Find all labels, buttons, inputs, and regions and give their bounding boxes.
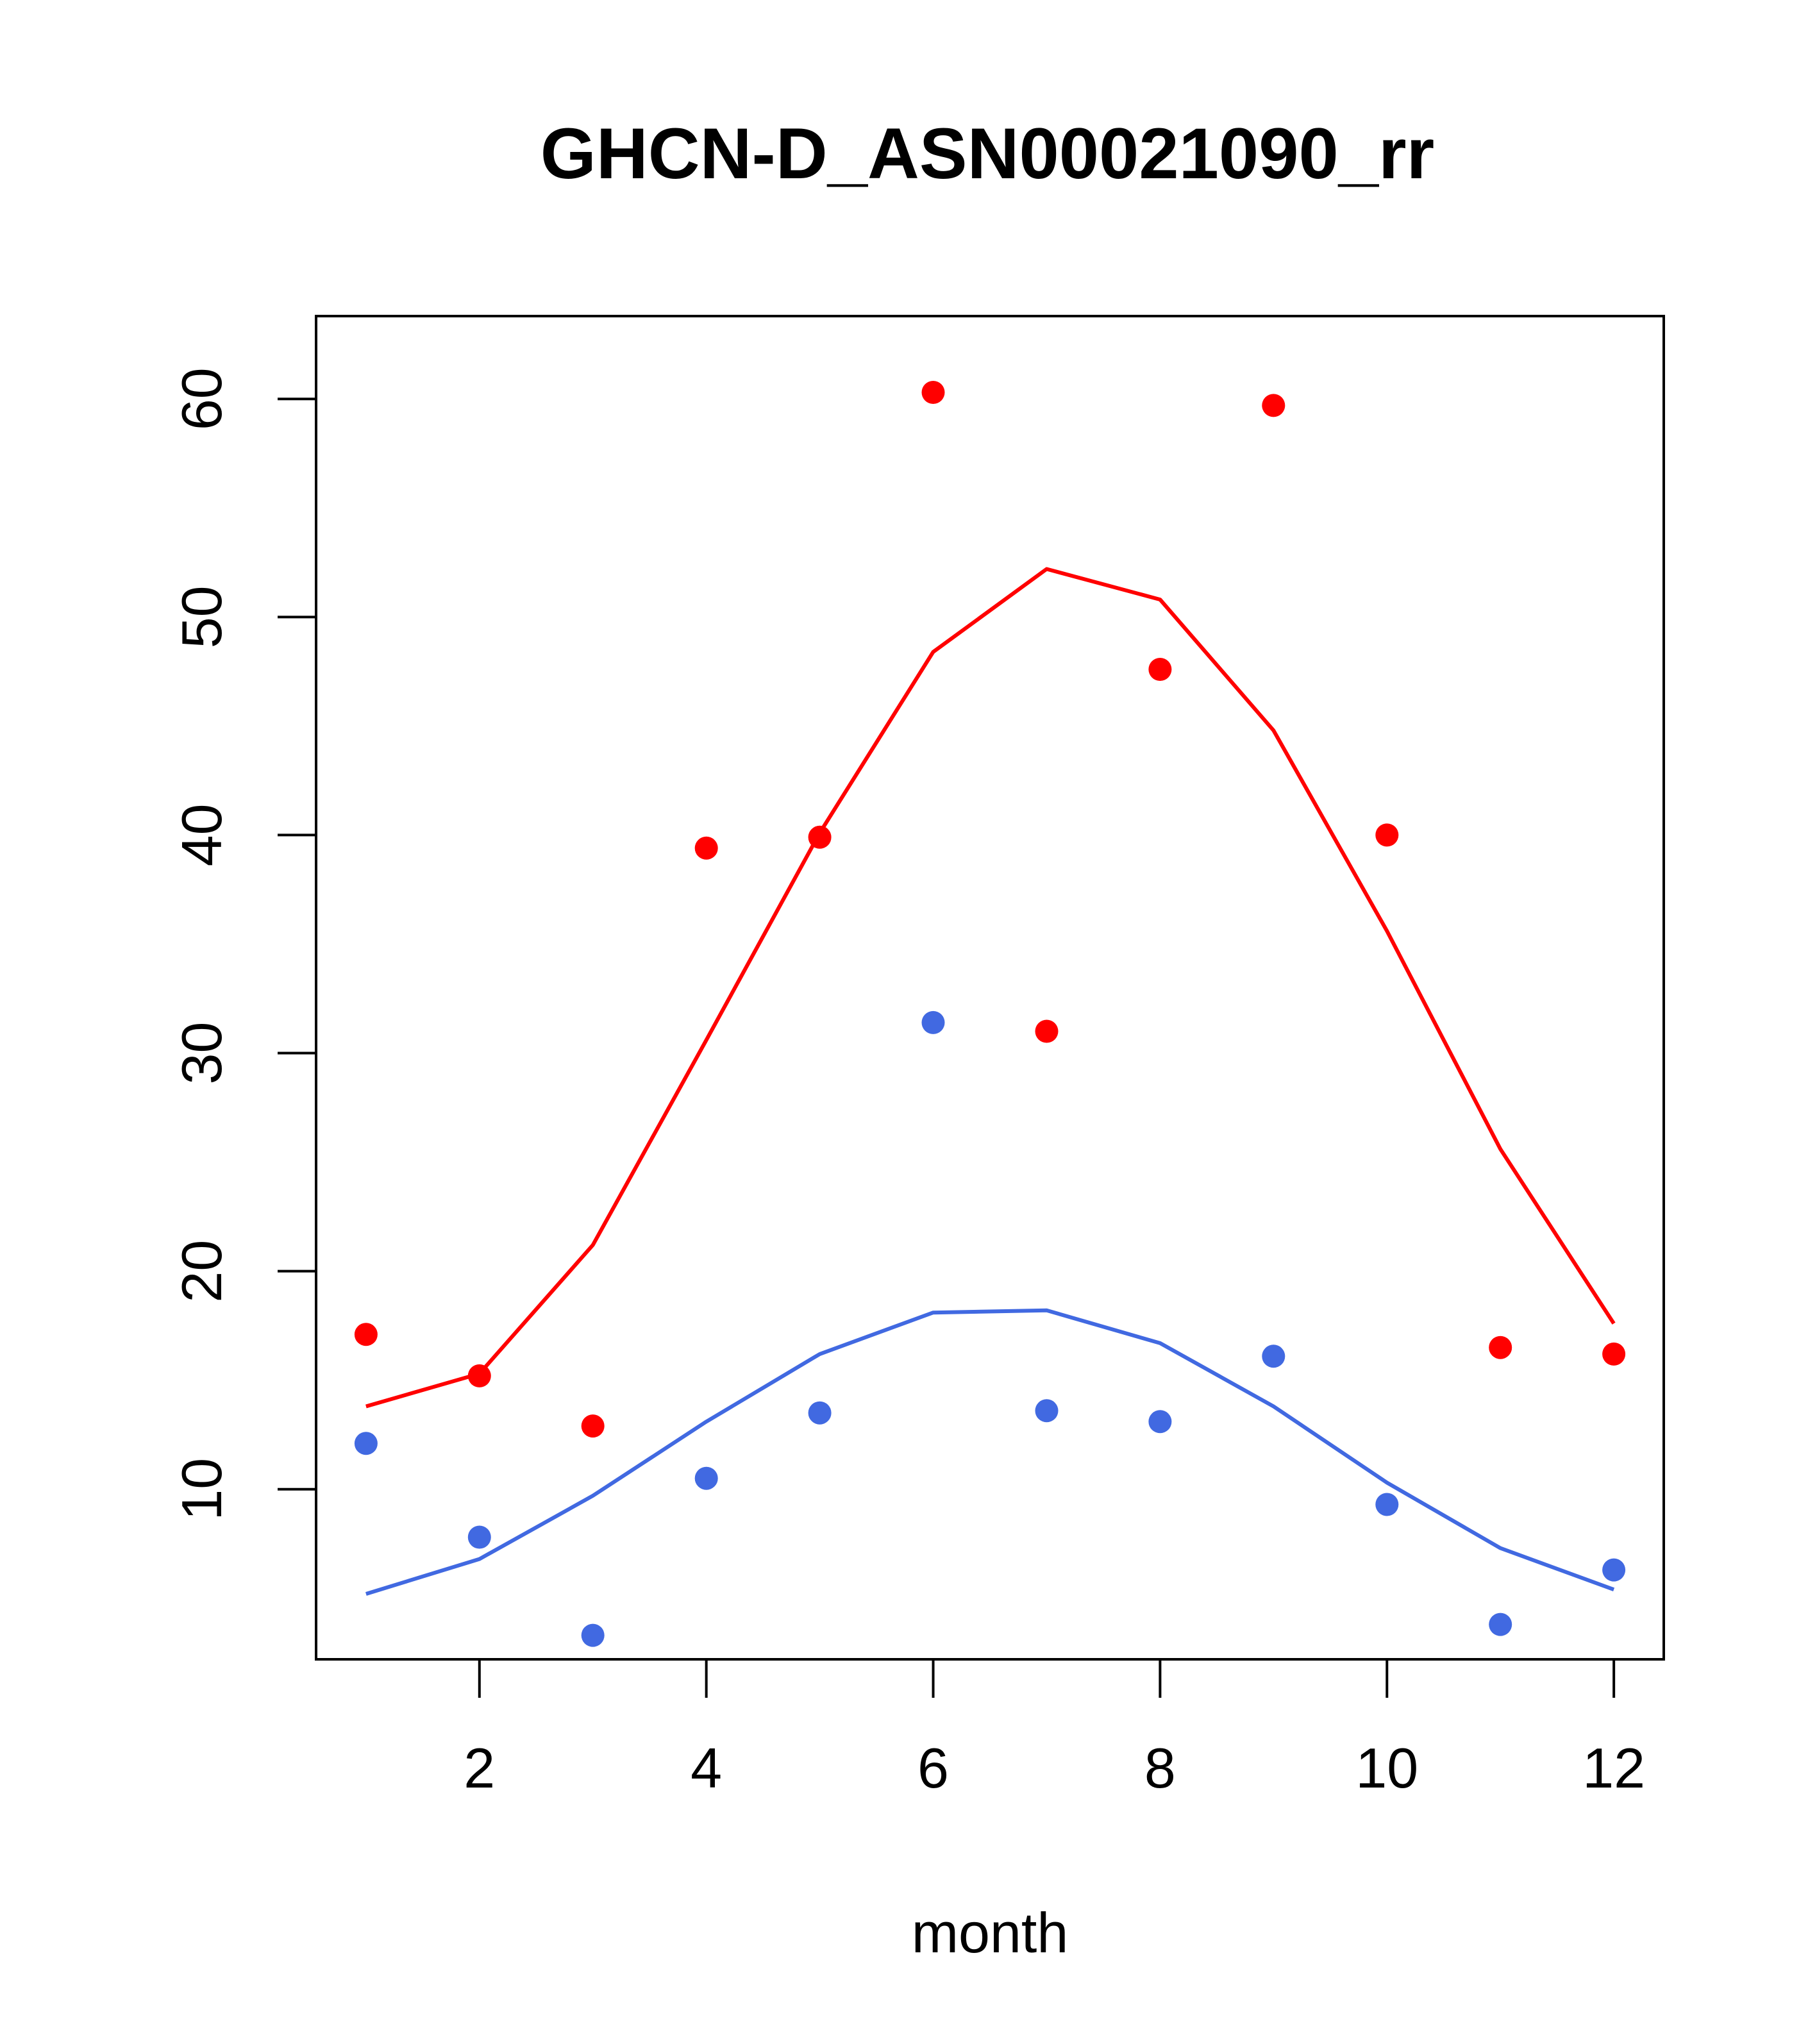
series-1-point	[1262, 394, 1285, 417]
series-2-point	[1375, 1493, 1399, 1516]
data-points	[354, 381, 1626, 1647]
x-tick-label: 2	[464, 1736, 495, 1800]
chart-title: GHCN-D_ASN00021090_rr	[540, 113, 1434, 194]
series-2-line	[365, 1308, 1615, 1596]
y-axis: 10 20 30 40 50 60	[170, 367, 316, 1521]
y-tick-label: 40	[170, 803, 233, 866]
x-tick-label: 4	[691, 1736, 722, 1800]
series-2-point	[694, 1466, 718, 1490]
series-1-point	[467, 1364, 491, 1387]
y-tick-label: 30	[170, 1022, 233, 1085]
plot-frame	[315, 315, 1665, 1661]
y-tick-label: 20	[170, 1240, 233, 1303]
x-tick-label: 6	[917, 1736, 949, 1800]
series-2-point	[1035, 1399, 1059, 1423]
series-1-point	[1489, 1336, 1512, 1359]
series-1-point	[1602, 1342, 1626, 1366]
series-1-point	[921, 381, 945, 404]
y-tick-label: 60	[170, 367, 233, 430]
series-1-point	[694, 836, 718, 860]
series-1-point	[581, 1414, 605, 1438]
series-2-point	[467, 1525, 491, 1549]
series-1-point	[808, 825, 832, 849]
x-tick-label: 12	[1582, 1736, 1645, 1800]
x-tick-label: 10	[1355, 1736, 1418, 1800]
y-tick-label: 50	[170, 585, 233, 648]
y-tick-label: 10	[170, 1458, 233, 1521]
series-2-point	[921, 1010, 945, 1034]
x-axis-label: month	[912, 1901, 1069, 1964]
series-1-line	[365, 567, 1616, 1409]
series-2-point	[1602, 1558, 1626, 1582]
series-2-point	[1489, 1613, 1512, 1636]
series-2-point	[1262, 1345, 1285, 1368]
trend-lines	[365, 567, 1616, 1596]
series-2-point	[808, 1401, 832, 1425]
x-axis: 2 4 6 8 10 12	[464, 1659, 1645, 1800]
series-1-point	[1375, 823, 1399, 847]
series-2-point	[354, 1432, 378, 1455]
series-1-point	[1035, 1019, 1059, 1043]
series-1-point	[354, 1323, 378, 1346]
x-tick-label: 8	[1144, 1736, 1176, 1800]
series-2-point	[1148, 1410, 1172, 1434]
series-2-point	[581, 1623, 605, 1647]
series-1-point	[1148, 658, 1172, 681]
